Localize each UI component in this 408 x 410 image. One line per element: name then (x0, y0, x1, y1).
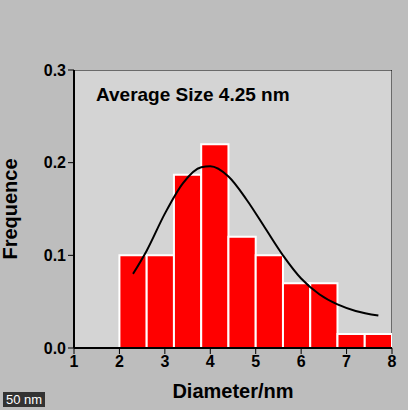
svg-text:6: 6 (297, 353, 306, 370)
html-text:Average Size 4.25 nm: Average Size 4.25 nm (96, 84, 290, 105)
svg-text:0.3: 0.3 (44, 62, 66, 79)
svg-text:4: 4 (206, 353, 215, 370)
svg-text:0.1: 0.1 (44, 247, 66, 264)
svg-text:8: 8 (388, 353, 397, 370)
svg-text:0.0: 0.0 (44, 340, 66, 357)
svg-text:7: 7 (342, 353, 351, 370)
svg-text:5: 5 (251, 353, 260, 370)
svg-text:Frequence: Frequence (0, 158, 21, 259)
svg-text:Diameter/nm: Diameter/nm (172, 380, 293, 402)
svg-text:1: 1 (70, 353, 79, 370)
svg-text:0.2: 0.2 (44, 154, 66, 171)
svg-text:3: 3 (160, 353, 169, 370)
html-text:50 nm: 50 nm (6, 392, 43, 407)
svg-text:2: 2 (115, 353, 124, 370)
